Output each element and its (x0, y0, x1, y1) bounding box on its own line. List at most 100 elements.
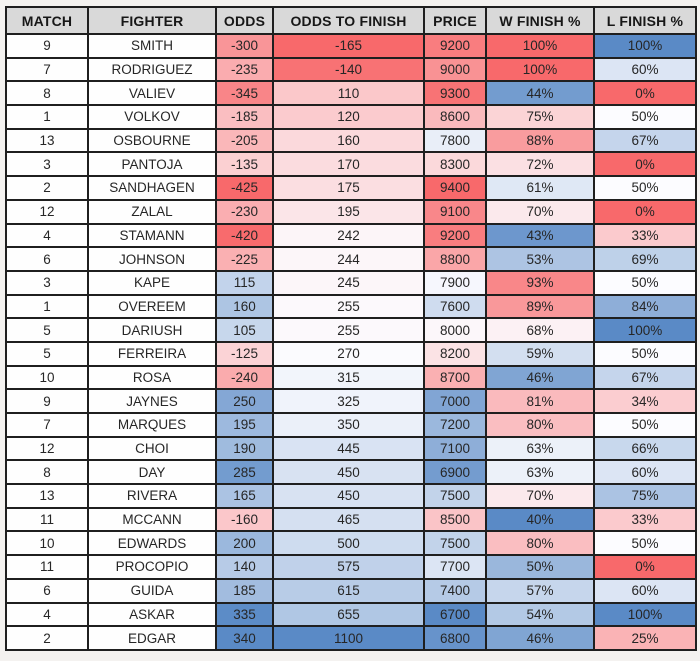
cell-fighter: STAMANN (87, 222, 217, 249)
table-row: 9 JAYNES 250 325 7000 81% 34% (5, 388, 697, 414)
cell-w-finish-pct: 57% (485, 577, 595, 604)
table-row: 13 OSBOURNE -205 160 7800 88% 67% (5, 127, 697, 154)
cell-odds-to-finish: 325 (272, 388, 425, 414)
cell-match: 10 (5, 530, 89, 557)
cell-w-finish-pct: 50% (485, 554, 595, 580)
cell-odds-to-finish: 1100 (272, 625, 425, 651)
cell-odds-to-finish: 350 (272, 412, 425, 438)
cell-odds: -185 (215, 104, 274, 130)
cell-odds: 250 (215, 388, 274, 414)
cell-price: 7000 (423, 388, 487, 414)
cell-odds-to-finish: 255 (272, 293, 425, 320)
column-header-w-finish-pct: W FINISH % (485, 6, 595, 35)
cell-match: 11 (5, 506, 89, 533)
cell-match: 13 (5, 127, 89, 154)
column-header-odds: ODDS (215, 6, 274, 35)
table-row: 4 STAMANN -420 242 9200 43% 33% (5, 222, 697, 249)
cell-odds: 200 (215, 530, 274, 557)
cell-l-finish-pct: 66% (593, 435, 697, 462)
cell-price: 7500 (423, 530, 487, 557)
cell-price: 7800 (423, 127, 487, 154)
table-row: 12 ZALAL -230 195 9100 70% 0% (5, 198, 697, 225)
cell-price: 7600 (423, 293, 487, 320)
cell-odds: -205 (215, 127, 274, 154)
cell-match: 4 (5, 601, 89, 628)
cell-fighter: CHOI (87, 435, 217, 462)
cell-price: 9400 (423, 175, 487, 201)
column-header-l-finish-pct: L FINISH % (593, 6, 697, 35)
cell-odds: 160 (215, 293, 274, 320)
table-row: 1 VOLKOV -185 120 8600 75% 50% (5, 104, 697, 130)
cell-fighter: OSBOURNE (87, 127, 217, 154)
cell-l-finish-pct: 0% (593, 198, 697, 225)
column-header-match: MATCH (5, 6, 89, 35)
cell-w-finish-pct: 70% (485, 483, 595, 509)
cell-price: 7200 (423, 412, 487, 438)
cell-w-finish-pct: 54% (485, 601, 595, 628)
cell-odds: -125 (215, 340, 274, 367)
cell-odds: 340 (215, 625, 274, 651)
cell-odds: 190 (215, 435, 274, 462)
cell-w-finish-pct: 63% (485, 435, 595, 462)
cell-w-finish-pct: 80% (485, 530, 595, 557)
cell-fighter: EDGAR (87, 625, 217, 651)
cell-l-finish-pct: 69% (593, 246, 697, 272)
cell-odds-to-finish: -140 (272, 56, 425, 83)
cell-match: 1 (5, 293, 89, 320)
cell-l-finish-pct: 100% (593, 601, 697, 628)
cell-odds-to-finish: 465 (272, 506, 425, 533)
cell-match: 8 (5, 80, 89, 107)
cell-match: 9 (5, 33, 89, 59)
cell-l-finish-pct: 84% (593, 293, 697, 320)
cell-l-finish-pct: 0% (593, 80, 697, 107)
cell-l-finish-pct: 75% (593, 483, 697, 509)
cell-l-finish-pct: 33% (593, 506, 697, 533)
table-row: 8 VALIEV -345 110 9300 44% 0% (5, 80, 697, 107)
cell-w-finish-pct: 80% (485, 412, 595, 438)
cell-fighter: ASKAR (87, 601, 217, 628)
cell-l-finish-pct: 50% (593, 340, 697, 367)
cell-l-finish-pct: 60% (593, 56, 697, 83)
cell-match: 2 (5, 175, 89, 201)
cell-fighter: SMITH (87, 33, 217, 59)
column-header-fighter: FIGHTER (87, 6, 217, 35)
cell-l-finish-pct: 50% (593, 412, 697, 438)
cell-fighter: KAPE (87, 269, 217, 296)
cell-fighter: PROCOPIO (87, 554, 217, 580)
cell-odds-to-finish: 110 (272, 80, 425, 107)
cell-odds: 165 (215, 483, 274, 509)
table-row: 4 ASKAR 335 655 6700 54% 100% (5, 601, 697, 628)
cell-odds: 285 (215, 459, 274, 486)
cell-l-finish-pct: 50% (593, 530, 697, 557)
cell-w-finish-pct: 46% (485, 625, 595, 651)
cell-fighter: ROSA (87, 364, 217, 391)
cell-l-finish-pct: 25% (593, 625, 697, 651)
cell-price: 7700 (423, 554, 487, 580)
cell-w-finish-pct: 81% (485, 388, 595, 414)
cell-price: 9300 (423, 80, 487, 107)
cell-odds-to-finish: 245 (272, 269, 425, 296)
cell-odds-to-finish: 170 (272, 151, 425, 178)
table-row: 3 KAPE 115 245 7900 93% 50% (5, 269, 697, 296)
cell-odds-to-finish: 450 (272, 459, 425, 486)
cell-l-finish-pct: 60% (593, 459, 697, 486)
cell-w-finish-pct: 100% (485, 33, 595, 59)
cell-l-finish-pct: 50% (593, 104, 697, 130)
cell-odds: -230 (215, 198, 274, 225)
cell-fighter: DAY (87, 459, 217, 486)
table-row: 12 CHOI 190 445 7100 63% 66% (5, 435, 697, 462)
cell-match: 4 (5, 222, 89, 249)
cell-odds-to-finish: 255 (272, 317, 425, 343)
cell-odds: 185 (215, 577, 274, 604)
cell-fighter: MARQUES (87, 412, 217, 438)
cell-odds: 335 (215, 601, 274, 628)
cell-match: 8 (5, 459, 89, 486)
table-row: 6 JOHNSON -225 244 8800 53% 69% (5, 246, 697, 272)
cell-fighter: JAYNES (87, 388, 217, 414)
cell-price: 9200 (423, 33, 487, 59)
cell-match: 12 (5, 435, 89, 462)
cell-fighter: SANDHAGEN (87, 175, 217, 201)
cell-odds-to-finish: 160 (272, 127, 425, 154)
table-row: 8 DAY 285 450 6900 63% 60% (5, 459, 697, 486)
cell-w-finish-pct: 70% (485, 198, 595, 225)
